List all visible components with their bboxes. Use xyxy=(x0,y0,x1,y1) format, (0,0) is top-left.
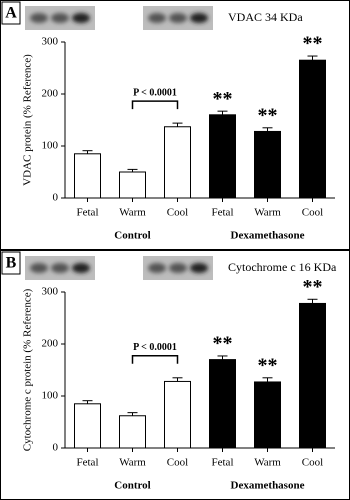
x-tick-label: Warm xyxy=(254,207,281,219)
bar xyxy=(74,153,101,199)
blot-band xyxy=(169,13,187,23)
panel: B Cytochrome c 16 KDa 0 100 200 300 Cytochrome… xyxy=(1,251,337,492)
y-tick-label: 200 xyxy=(42,338,59,350)
blot-band xyxy=(30,13,48,23)
bar xyxy=(164,126,191,199)
significance-stars: ** xyxy=(213,88,233,110)
bar xyxy=(299,59,326,199)
significance-stars: ** xyxy=(258,354,278,376)
blot-band xyxy=(51,13,69,23)
y-tick-label: 200 xyxy=(42,88,59,100)
y-tick-label: 0 xyxy=(53,442,59,454)
group-label: Dexamethasone xyxy=(231,230,305,242)
bar xyxy=(74,403,101,449)
significance-stars: ** xyxy=(258,104,278,126)
y-axis-label: Cytochrome c protein (% Reference) xyxy=(22,288,34,451)
y-tick-label: 0 xyxy=(53,192,59,204)
blot-band xyxy=(190,13,208,23)
blot-band xyxy=(72,263,90,273)
bar xyxy=(254,381,281,449)
panel-letter-box xyxy=(1,1,21,25)
significance-stars: ** xyxy=(303,276,323,298)
significance-bracket xyxy=(131,100,179,110)
y-tick-label: 300 xyxy=(42,286,59,298)
blot-band xyxy=(148,13,166,23)
bar xyxy=(209,359,236,449)
significance-annotation: P < 0.0001 xyxy=(133,342,177,353)
significance-stars: ** xyxy=(303,33,323,55)
x-tick-label: Fetal xyxy=(212,207,234,219)
significance-bracket xyxy=(131,355,179,364)
y-tick-label: 100 xyxy=(42,140,59,152)
x-tick-label: Warm xyxy=(119,207,146,219)
blot-band xyxy=(169,263,187,273)
bar xyxy=(119,415,146,449)
blot-label: VDAC 34 KDa xyxy=(228,10,303,24)
x-tick-label: Warm xyxy=(119,457,146,469)
x-tick-label: Cool xyxy=(302,207,323,219)
blot-band xyxy=(148,263,166,273)
x-tick-label: Warm xyxy=(254,457,281,469)
group-label: Control xyxy=(114,230,150,242)
y-tick-label: 300 xyxy=(42,36,59,48)
bar xyxy=(164,380,191,449)
x-tick-label: Fetal xyxy=(77,207,99,219)
y-tick-label: 100 xyxy=(42,390,59,402)
x-tick-label: Cool xyxy=(167,207,188,219)
blot-band xyxy=(30,263,48,273)
blot-label: Cytochrome c 16 KDa xyxy=(228,260,337,274)
group-label: Control xyxy=(114,480,150,492)
x-tick-label: Cool xyxy=(167,457,188,469)
bar xyxy=(119,171,146,199)
x-tick-label: Fetal xyxy=(77,457,99,469)
significance-annotation: P < 0.0001 xyxy=(133,87,177,98)
panel: A VDAC 34 KDa 0 100 200 300 VDAC protein (% Re… xyxy=(1,1,335,242)
panel-letter: A xyxy=(5,5,17,22)
bar xyxy=(209,114,236,199)
blot-band xyxy=(190,263,208,273)
blot-band xyxy=(72,13,90,23)
group-label: Dexamethasone xyxy=(231,480,305,492)
x-tick-label: Cool xyxy=(302,457,323,469)
bar xyxy=(254,130,281,199)
significance-stars: ** xyxy=(213,333,233,355)
blot-band xyxy=(51,263,69,273)
bar xyxy=(299,302,326,449)
x-tick-label: Fetal xyxy=(212,457,234,469)
panel-letter-box xyxy=(1,251,21,275)
panel-letter: B xyxy=(6,255,17,272)
y-axis-label: VDAC protein (% Reference) xyxy=(22,54,34,186)
